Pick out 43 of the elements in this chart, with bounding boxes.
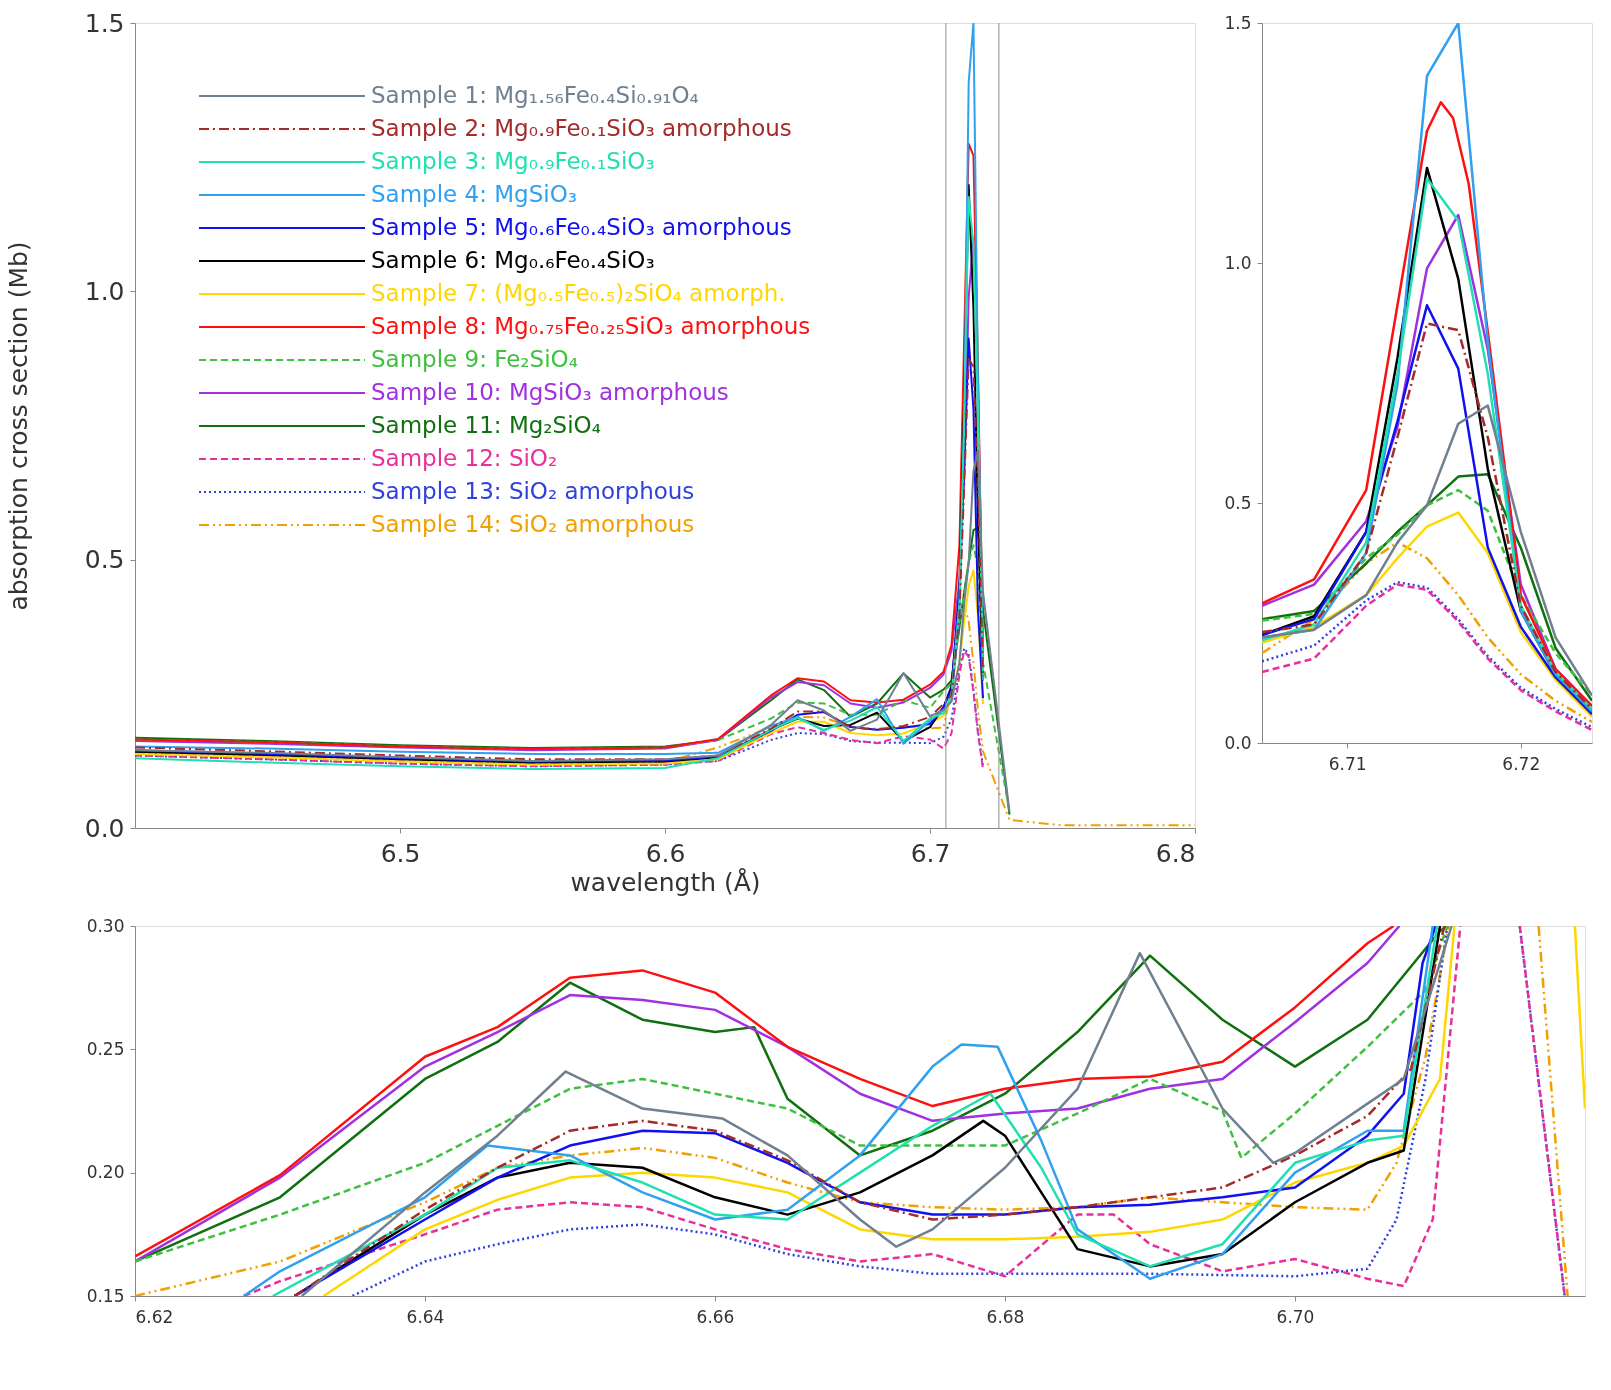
x-tick-label: 6.72: [1502, 753, 1541, 774]
text: Sample 4: MgSiO₃: [371, 181, 578, 207]
text: Sample 1: Mg₁.₅₆Fe₀.₄Si₀.₉₁O₄: [371, 82, 699, 108]
x-axis-title: wavelength (Å): [570, 867, 761, 897]
y-tick-label: 1.5: [84, 8, 125, 38]
line-series: [135, 569, 984, 766]
text: Sample 9: Fe₂SiO₄: [371, 346, 578, 372]
y-tick-label: 0.15: [86, 1285, 125, 1306]
x-tick-label: 6.64: [406, 1306, 445, 1327]
y-tick-label: 0.0: [84, 813, 125, 843]
x-tick-label: 6.68: [986, 1306, 1025, 1327]
text: Sample 3: Mg₀.₉Fe₀.₁SiO₃: [371, 148, 655, 174]
y-tick-label: 0.25: [86, 1038, 125, 1059]
line-series: [135, 449, 1011, 813]
text: Sample 11: Mg₂SiO₄: [371, 412, 601, 438]
text: Sample 2: Mg₀.₉Fe₀.₁SiO₃ amorphous: [371, 115, 792, 141]
text: Sample 6: Mg₀.₆Fe₀.₄SiO₃: [371, 247, 655, 273]
line-series: [1262, 404, 1592, 697]
text: Sample 12: SiO₂: [371, 445, 558, 471]
y-tick-label: 1.5: [1224, 12, 1252, 33]
x-tick-label: 6.8: [1155, 838, 1196, 868]
x-tick-label: 6.6: [645, 838, 686, 868]
x-tick-label: 6.66: [696, 1306, 735, 1327]
y-tick-label: 1.0: [1224, 252, 1252, 273]
text: Sample 7: (Mg₀.₅Fe₀.₅)₂SiO₄ amorph.: [371, 280, 786, 306]
y-axis-title: absorption cross section (Mb): [3, 241, 33, 611]
x-tick-label: 6.62: [135, 1306, 174, 1327]
x-tick-label: 6.5: [380, 838, 421, 868]
y-tick-label: 0.5: [84, 545, 125, 575]
text: Sample 8: Mg₀.₇₅Fe₀.₂₅SiO₃ amorphous: [371, 313, 811, 339]
text: Sample 5: Mg₀.₆Fe₀.₄SiO₃ amorphous: [371, 214, 792, 240]
x-tick-label: 6.71: [1328, 753, 1367, 774]
text: Sample 13: SiO₂ amorphous: [371, 478, 695, 504]
x-tick-label: 6.7: [910, 838, 951, 868]
y-tick-label: 1.0: [84, 276, 125, 306]
y-tick-label: 0.0: [1224, 732, 1252, 753]
line-series: [1262, 541, 1592, 724]
y-tick-label: 0.30: [86, 915, 125, 936]
x-tick-label: 6.70: [1276, 1306, 1315, 1327]
y-tick-label: 0.20: [86, 1162, 125, 1183]
text: Sample 14: SiO₂ amorphous: [371, 511, 695, 537]
y-tick-label: 0.5: [1224, 492, 1252, 513]
text: Sample 10: MgSiO₃ amorphous: [371, 379, 729, 405]
